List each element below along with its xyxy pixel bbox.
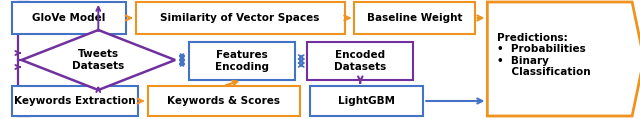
Polygon shape — [22, 30, 175, 90]
Text: Similarity of Vector Spaces: Similarity of Vector Spaces — [161, 13, 320, 23]
Text: Baseline Weight: Baseline Weight — [367, 13, 462, 23]
Text: GloVe Model: GloVe Model — [32, 13, 106, 23]
Bar — [12, 2, 126, 34]
Bar — [307, 42, 413, 80]
Bar — [136, 2, 344, 34]
Bar — [355, 2, 474, 34]
Text: Predictions:
•  Probabilities
•  Binary
    Classification: Predictions: • Probabilities • Binary Cl… — [497, 33, 591, 77]
Bar — [12, 86, 138, 116]
Text: Encoded
Datasets: Encoded Datasets — [334, 50, 387, 72]
Bar — [148, 86, 300, 116]
Text: Features
Encoding: Features Encoding — [215, 50, 269, 72]
Text: Tweets
Datasets: Tweets Datasets — [72, 49, 124, 71]
Bar — [310, 86, 423, 116]
Text: LightGBM: LightGBM — [338, 96, 395, 106]
Text: Keywords Extraction: Keywords Extraction — [14, 96, 136, 106]
Polygon shape — [487, 2, 640, 116]
Text: Keywords & Scores: Keywords & Scores — [168, 96, 280, 106]
Bar — [189, 42, 295, 80]
